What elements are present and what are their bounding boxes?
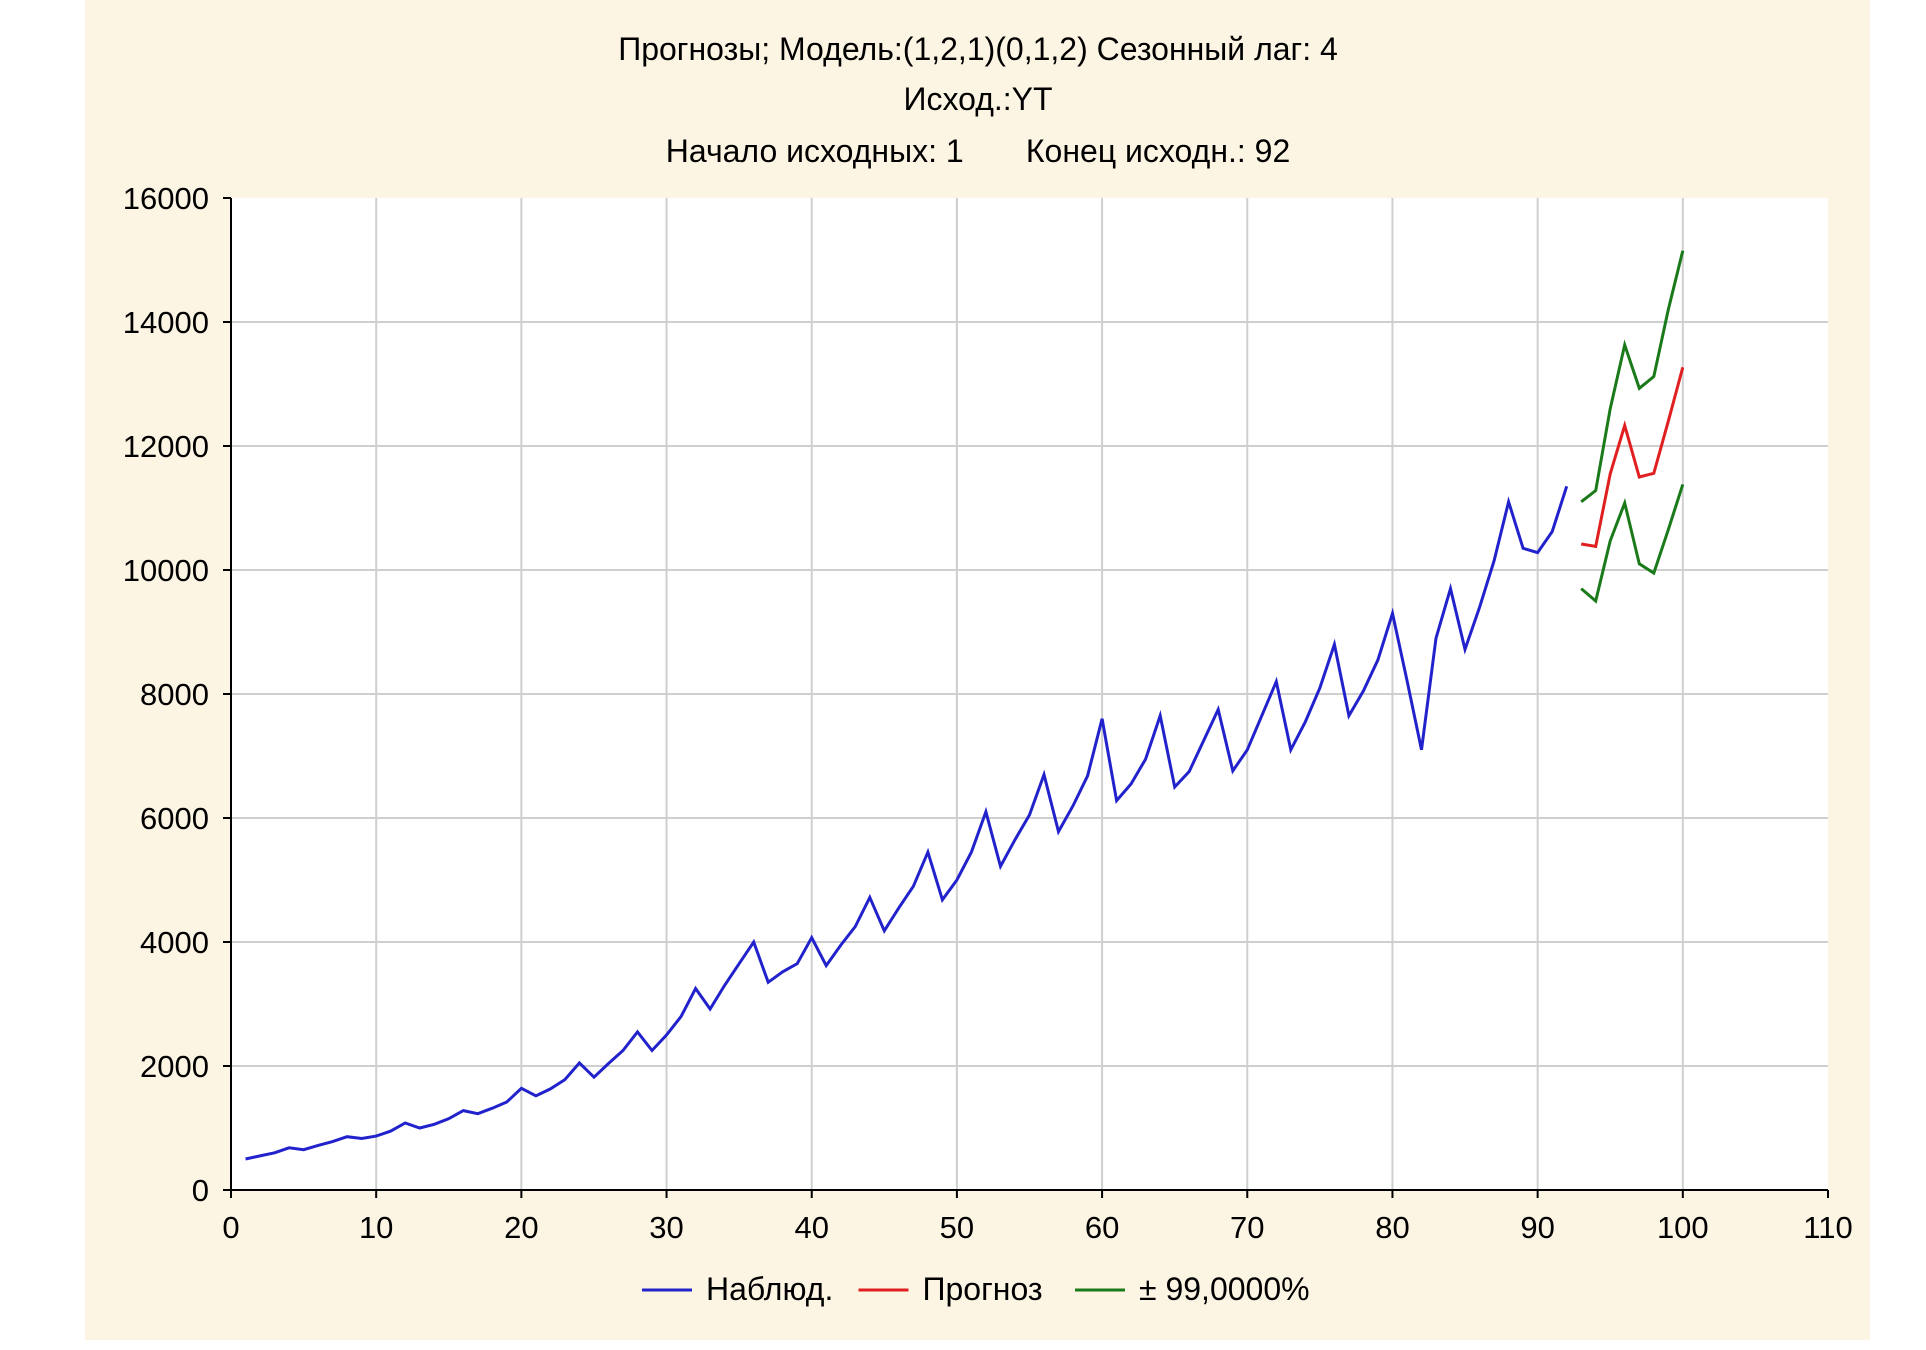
y-tick-label: 0 bbox=[192, 1173, 209, 1208]
y-tick-label: 6000 bbox=[140, 801, 209, 836]
x-tick-label: 10 bbox=[359, 1210, 393, 1245]
series-observed-line bbox=[245, 485, 1569, 1161]
x-tick-label: 100 bbox=[1657, 1210, 1709, 1245]
series-upper-confidence-line bbox=[1580, 250, 1685, 503]
y-tick-label: 14000 bbox=[123, 305, 209, 340]
y-tick-label: 8000 bbox=[140, 677, 209, 712]
plot-series bbox=[245, 250, 1685, 1161]
y-tick-label: 2000 bbox=[140, 1049, 209, 1084]
title-line-3: Начало исходных: 1 Конец исходн.: 92 bbox=[666, 133, 1291, 169]
y-tick-label: 4000 bbox=[140, 925, 209, 960]
y-axis-ticks: 0 2000 4000 6000 8000 10000 12000 14000 16000 bbox=[123, 181, 231, 1208]
x-tick-label: 60 bbox=[1085, 1210, 1119, 1245]
x-tick-label: 30 bbox=[649, 1210, 683, 1245]
title-line-2: Исход.:YT bbox=[903, 81, 1052, 117]
x-tick-label: 70 bbox=[1230, 1210, 1264, 1245]
legend-label: Прогноз bbox=[923, 1271, 1043, 1307]
series-forecast-line bbox=[1580, 366, 1685, 549]
x-tick-label: 110 bbox=[1803, 1210, 1852, 1245]
grid bbox=[231, 198, 1828, 1190]
x-tick-label: 40 bbox=[794, 1210, 828, 1245]
series-lower-confidence-line bbox=[1580, 483, 1685, 604]
y-tick-label: 10000 bbox=[123, 553, 209, 588]
x-tick-label: 50 bbox=[940, 1210, 974, 1245]
x-tick-label: 90 bbox=[1520, 1210, 1554, 1245]
y-tick-label: 12000 bbox=[123, 429, 209, 464]
chart-title: Прогнозы; Модель:(1,2,1)(0,1,2) Сезонный… bbox=[618, 31, 1338, 169]
x-axis-ticks: 0 10 20 30 40 50 60 70 80 90 100 110 bbox=[222, 1190, 1853, 1245]
legend: Наблюд. Прогноз ± 99,0000% bbox=[642, 1271, 1310, 1307]
y-tick-label: 16000 bbox=[123, 181, 209, 216]
x-tick-label: 20 bbox=[504, 1210, 538, 1245]
title-line-1: Прогнозы; Модель:(1,2,1)(0,1,2) Сезонный… bbox=[618, 31, 1338, 67]
x-tick-label: 0 bbox=[222, 1210, 239, 1245]
x-tick-label: 80 bbox=[1375, 1210, 1409, 1245]
legend-label: ± 99,0000% bbox=[1139, 1271, 1310, 1307]
legend-label: Наблюд. bbox=[706, 1271, 833, 1307]
